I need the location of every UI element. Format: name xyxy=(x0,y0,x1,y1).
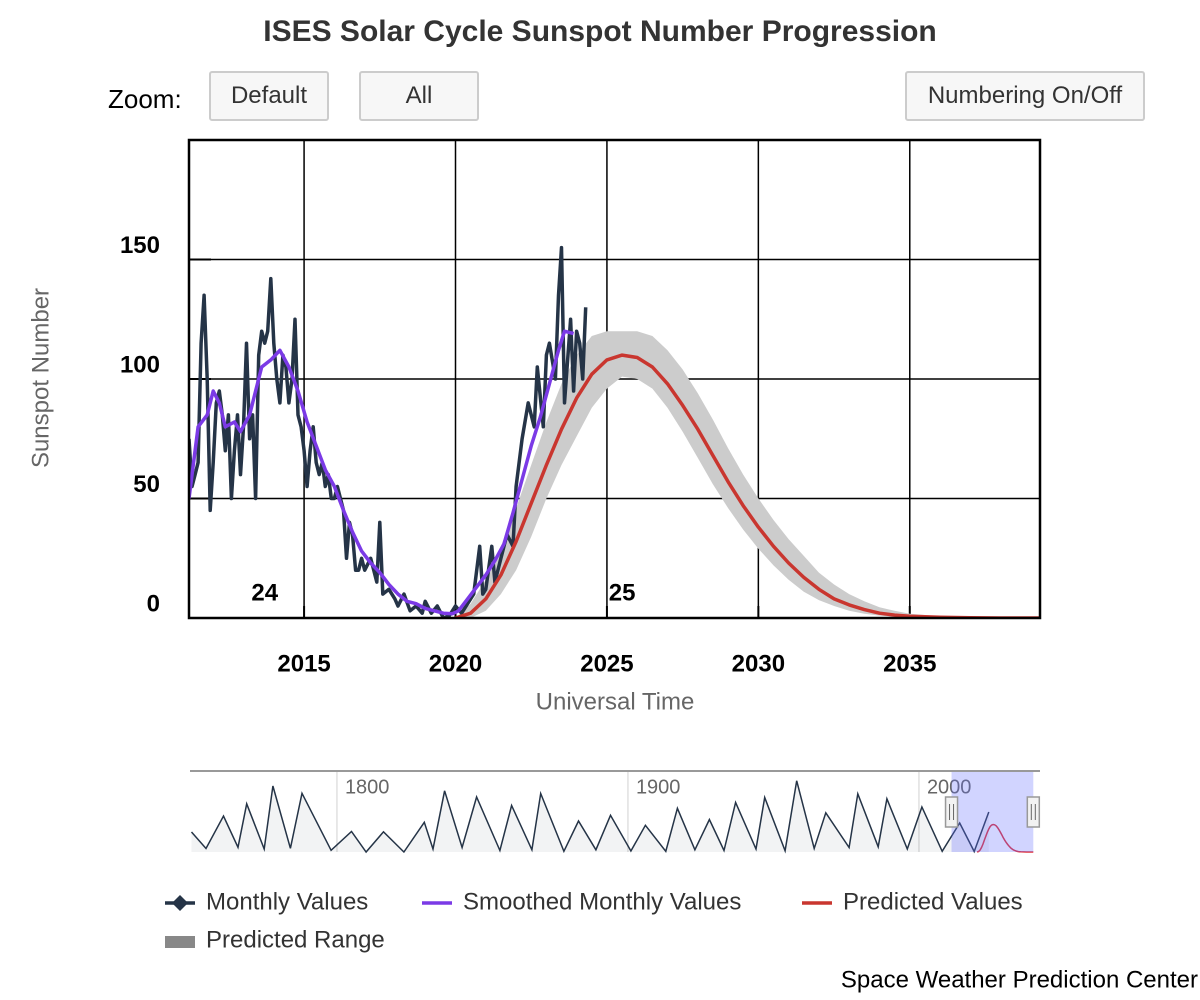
navigator-tick-label: 1800 xyxy=(345,776,390,798)
y-tick-label: 100 xyxy=(120,351,160,378)
footer: Space Weather Prediction Center xyxy=(841,966,1198,993)
legend-label[interactable]: Monthly Values xyxy=(206,888,368,915)
legend-marker xyxy=(172,895,188,911)
navigator-background xyxy=(190,771,1040,852)
navigator-line xyxy=(190,780,990,854)
x-tick-label: 2025 xyxy=(580,650,633,677)
zoom-label: Zoom: xyxy=(108,84,182,114)
y-tick-label: 150 xyxy=(120,232,160,259)
x-tick-label: 2015 xyxy=(277,650,330,677)
y-tick-label: 50 xyxy=(133,471,160,498)
y-axis-label: Sunspot Number xyxy=(27,288,54,468)
x-axis-label: Universal Time xyxy=(536,688,695,715)
zoom-button[interactable]: All xyxy=(359,71,479,121)
navigator-selection[interactable] xyxy=(951,771,1034,852)
cycle-label: 24 xyxy=(251,579,278,606)
legend-symbol xyxy=(165,936,195,948)
x-tick-label: 2035 xyxy=(883,650,936,677)
legend-label[interactable]: Predicted Range xyxy=(206,926,385,953)
numbering-button[interactable]: Numbering On/Off xyxy=(905,71,1145,121)
series-line xyxy=(189,245,588,618)
navigator-tick-label: 2000 xyxy=(927,776,972,798)
chart-title: ISES Solar Cycle Sunspot Number Progress… xyxy=(263,15,937,48)
series-line xyxy=(189,329,575,616)
navigator-predicted xyxy=(976,823,1034,853)
zoom-button[interactable]: Default xyxy=(209,71,329,121)
series-line xyxy=(454,353,1040,618)
cycle-label: 25 xyxy=(609,579,636,606)
legend-label[interactable]: Predicted Values xyxy=(843,888,1023,915)
navigator-area xyxy=(191,780,989,852)
navigator-handle[interactable] xyxy=(1026,796,1041,828)
y-tick-label: 0 xyxy=(147,590,160,617)
navigator-tick-label: 1900 xyxy=(636,776,681,798)
navigator-handle[interactable] xyxy=(944,796,959,828)
x-tick-label: 2030 xyxy=(732,650,785,677)
plot-border xyxy=(187,138,1042,620)
legend-label[interactable]: Smoothed Monthly Values xyxy=(463,888,741,915)
x-tick-label: 2020 xyxy=(429,650,482,677)
